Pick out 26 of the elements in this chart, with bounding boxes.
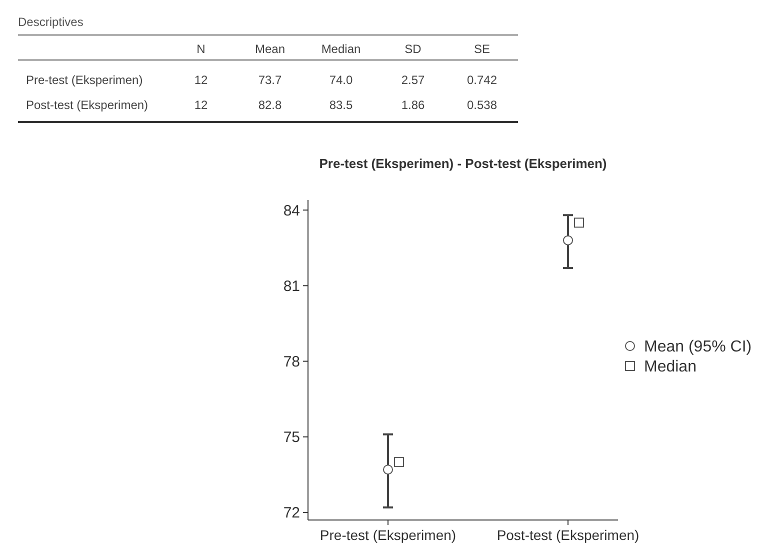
chart-title: Pre-test (Eksperimen) - Post-test (Eksperimen) bbox=[319, 156, 607, 171]
category-label: N bbox=[196, 42, 206, 56]
y-tick-label: 75 bbox=[283, 429, 300, 446]
text: 12 bbox=[194, 73, 208, 87]
y-tick-label: 78 bbox=[283, 354, 300, 371]
text: 0.538 bbox=[466, 98, 498, 112]
text: 1.86 bbox=[401, 98, 425, 112]
y-tick-label: 72 bbox=[283, 504, 300, 522]
category-label: Median bbox=[321, 42, 361, 56]
category-label: SE bbox=[474, 42, 490, 56]
text: 12 bbox=[194, 98, 208, 112]
y-tick-label: 84 bbox=[283, 202, 300, 220]
text: 73.7 bbox=[258, 73, 282, 87]
text: 0.742 bbox=[466, 73, 498, 87]
text: Descriptives bbox=[18, 15, 84, 29]
category-label: Mean bbox=[254, 42, 286, 56]
text: 74.0 bbox=[329, 73, 353, 87]
category-label: Post-test (Eksperimen) bbox=[26, 98, 148, 112]
legend-label: Mean (95% CI) bbox=[644, 338, 752, 356]
category-label: SD bbox=[404, 42, 422, 56]
category-label: Pre-test (Eksperimen) bbox=[26, 73, 143, 87]
text: 83.5 bbox=[329, 98, 353, 112]
text: 82.8 bbox=[258, 98, 282, 112]
text: 2.57 bbox=[401, 73, 425, 87]
y-tick-label: 81 bbox=[283, 278, 300, 295]
legend-label: Median bbox=[644, 358, 696, 376]
